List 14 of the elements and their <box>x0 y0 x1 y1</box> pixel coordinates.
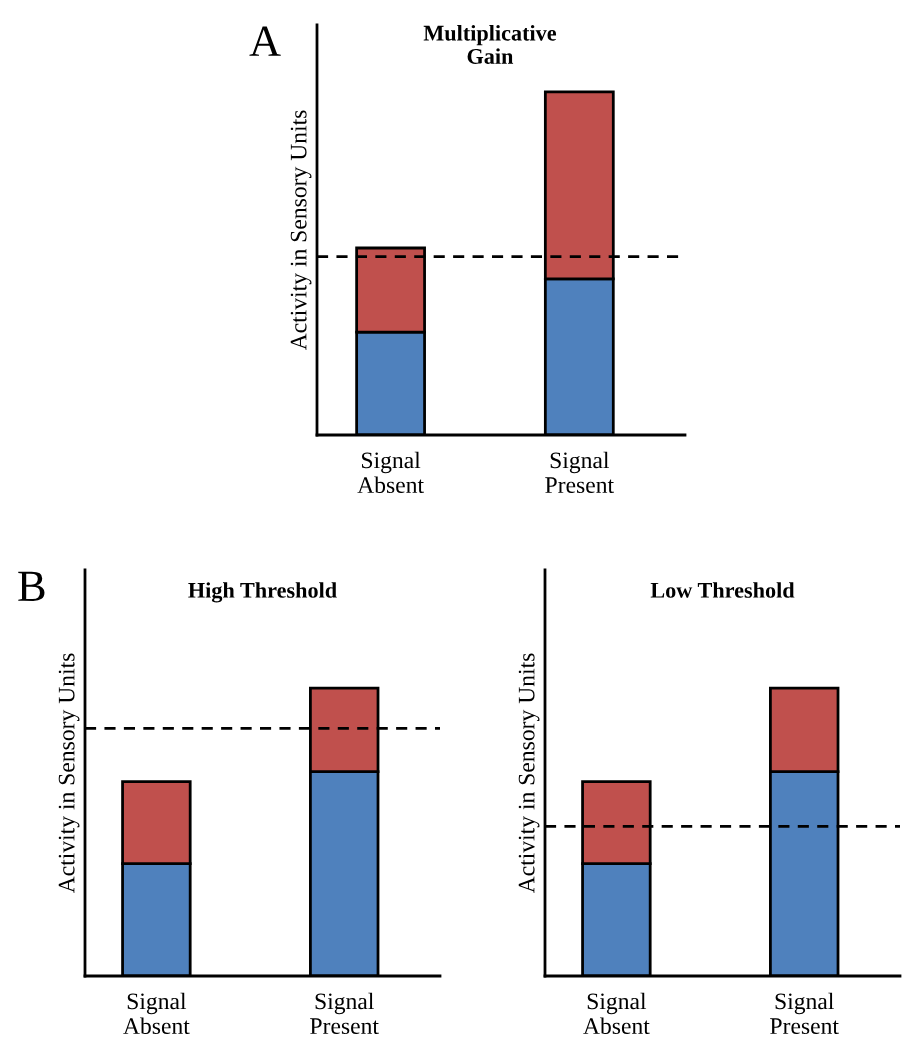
text: A <box>249 26 281 56</box>
y-axis-title: Activity in Sensory Units <box>290 110 312 351</box>
x-tick-label: Signal Present <box>545 451 614 494</box>
x-tick-label: Signal Absent <box>123 992 190 1035</box>
y-axis-title: Activity in Sensory Units <box>58 653 80 894</box>
text: B <box>18 571 45 601</box>
chart-title: High Threshold <box>188 582 337 603</box>
y-axis-title: Activity in Sensory Units <box>518 653 540 894</box>
x-tick-label: Signal Absent <box>583 992 650 1035</box>
chart-title: Low Threshold <box>650 582 795 598</box>
x-tick-label: Signal Absent <box>357 451 424 494</box>
x-tick-label: Signal Present <box>310 992 379 1035</box>
chart-title: Multiplicative Gain <box>423 25 557 64</box>
x-tick-label: Signal Present <box>770 992 839 1035</box>
